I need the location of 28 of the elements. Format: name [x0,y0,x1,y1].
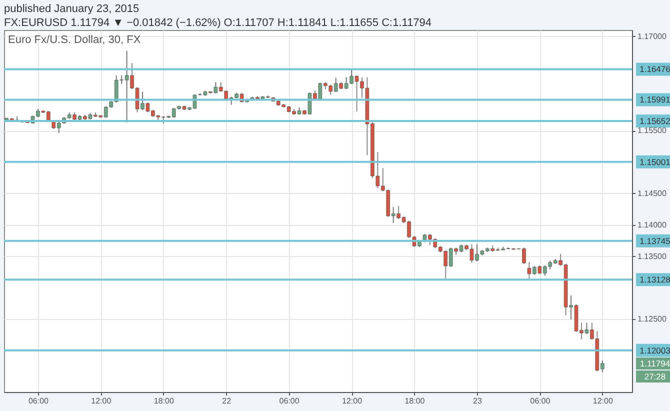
x-tick-label: 06:00 [530,396,551,406]
x-tick-label: 12:00 [342,396,363,406]
x-tick-label: 12:00 [91,396,112,406]
chart-title: Euro Fx/U.S. Dollar, 30, FX [8,34,141,46]
ref-line-label: 1.13128 [640,274,670,285]
x-tick-label: 12:00 [592,396,614,406]
text: FX:EURUSD 1.11794 ▼ −0.01842 (−1.62%) O:1.11707 H:1.11841 L:1.11655 C:1.11794 [4,16,432,30]
x-tick-label: 22 [222,396,232,406]
y-tick-label: 1.14500 [638,188,667,198]
text: published January 23, 2015 [4,2,140,16]
ref-line-label: 1.15652 [640,116,670,126]
y-tick-label: 1.14000 [638,220,667,230]
x-tick-label: 18:00 [154,396,174,406]
x-tick-label: 18:00 [404,396,426,406]
y-tick-label: 1.12500 [638,314,667,324]
text: 27:28 [644,371,666,382]
ref-line-label: 1.15991 [640,94,670,105]
x-tick-label: 06:00 [28,396,50,406]
ref-line-label: 1.16476 [640,64,670,74]
text: 1.11794 [640,358,670,368]
ref-line-label: 1.12003 [640,345,670,356]
y-tick-label: 1.13500 [638,252,667,261]
x-tick-label: 06:00 [279,396,300,406]
ref-line-label: 1.15001 [640,156,670,167]
x-tick-label: 23 [473,396,482,406]
y-tick-label: 1.17000 [638,32,667,41]
ref-line-label: 1.13745 [640,236,670,246]
y-tick-label: 1.15500 [638,126,667,136]
